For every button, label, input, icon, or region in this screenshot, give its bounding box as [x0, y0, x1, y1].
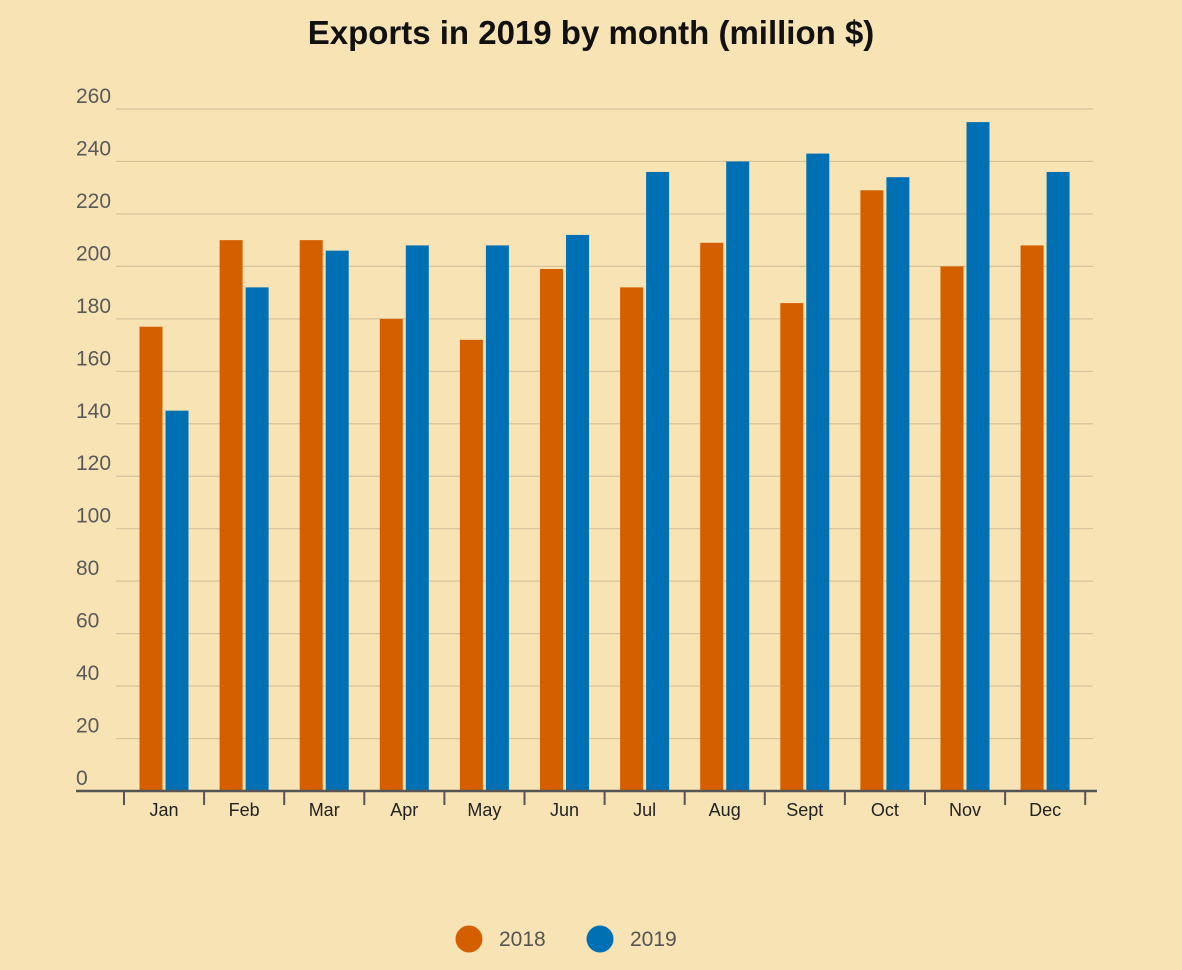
- chart-title: Exports in 2019 by month (million $): [308, 14, 875, 51]
- bar-2018-dec: [1020, 245, 1044, 791]
- y-tick-label: 220: [76, 190, 111, 213]
- x-tick-label: Feb: [229, 800, 260, 820]
- bar-2018-mar: [299, 240, 323, 792]
- x-tick-label: May: [467, 800, 501, 820]
- bar-2018-feb: [219, 240, 243, 792]
- y-tick-label: 20: [76, 715, 99, 738]
- y-tick-label: 100: [76, 505, 111, 528]
- legend: 2018 2019: [455, 925, 677, 953]
- y-tick-label: 240: [76, 137, 111, 160]
- bar-2019-dec: [1046, 171, 1070, 791]
- legend-label-2019: 2019: [630, 928, 677, 951]
- bar-2019-may: [485, 245, 509, 791]
- bar-2019-apr: [405, 245, 429, 791]
- gridlines: [116, 108, 1093, 740]
- y-tick-label: 40: [76, 662, 99, 685]
- y-tick-label: 60: [76, 610, 99, 633]
- bar-2018-apr: [379, 318, 403, 791]
- legend-swatch-2018: [455, 925, 483, 953]
- bar-2019-jun: [566, 234, 589, 791]
- x-tick-label: Jun: [550, 800, 579, 820]
- y-tick-label: 180: [76, 295, 111, 318]
- x-tick-label: Apr: [390, 800, 418, 820]
- x-axis-labels: Jan Feb Mar Apr May Jun Jul Aug Sept Oct Nov Dec: [149, 800, 1061, 820]
- bar-2019-nov: [966, 122, 990, 792]
- y-tick-label: 260: [76, 85, 111, 108]
- y-tick-label: 120: [76, 452, 111, 475]
- legend-label-2018: 2018: [499, 928, 546, 951]
- y-tick-label: 200: [76, 242, 111, 265]
- bar-2018-aug: [700, 242, 724, 791]
- x-tick-label: Nov: [949, 800, 981, 820]
- x-tick-label: Dec: [1029, 800, 1061, 820]
- bar-2019-feb: [245, 287, 269, 791]
- y-tick-label: 0: [76, 767, 88, 790]
- x-axis: [76, 789, 1097, 805]
- x-tick-label: Aug: [709, 800, 741, 820]
- bar-2019-oct: [886, 177, 910, 791]
- y-tick-label: 160: [76, 347, 111, 370]
- y-tick-label: 140: [76, 400, 111, 423]
- bars: [139, 122, 1070, 792]
- bar-2019-jul: [646, 171, 670, 791]
- bar-2019-jan: [165, 410, 189, 791]
- bar-2019-sept: [806, 153, 830, 792]
- x-tick-label: Jan: [149, 800, 178, 820]
- bar-2018-jan: [139, 326, 163, 791]
- bar-2018-oct: [860, 190, 884, 792]
- bar-2019-aug: [726, 161, 750, 791]
- x-tick-label: Jul: [633, 800, 656, 820]
- bar-2018-sept: [780, 303, 804, 791]
- legend-swatch-2019: [586, 925, 614, 953]
- bar-2018-may: [459, 339, 483, 791]
- bar-2019-mar: [325, 250, 349, 792]
- x-tick-label: Oct: [871, 800, 899, 820]
- bar-2018-jul: [620, 287, 644, 791]
- y-tick-label: 80: [76, 557, 99, 580]
- bar-2018-jun: [540, 269, 563, 791]
- x-tick-label: Sept: [786, 800, 823, 820]
- x-tick-label: Mar: [309, 800, 340, 820]
- y-axis-ticks: 0 20 40 60 80 100 120 140 160 180 200 220 240 260: [76, 85, 111, 790]
- bar-2018-nov: [940, 266, 964, 791]
